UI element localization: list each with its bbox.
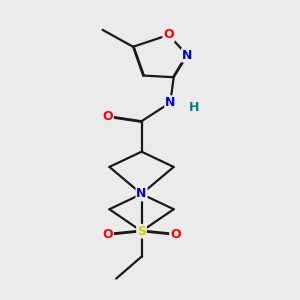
- Text: O: O: [163, 28, 174, 41]
- Text: S: S: [137, 225, 146, 238]
- Text: O: O: [102, 110, 113, 123]
- Text: H: H: [189, 101, 199, 114]
- Text: O: O: [102, 228, 113, 241]
- Text: N: N: [136, 188, 147, 200]
- Text: N: N: [182, 49, 192, 62]
- Text: O: O: [170, 228, 181, 241]
- Text: N: N: [165, 96, 175, 109]
